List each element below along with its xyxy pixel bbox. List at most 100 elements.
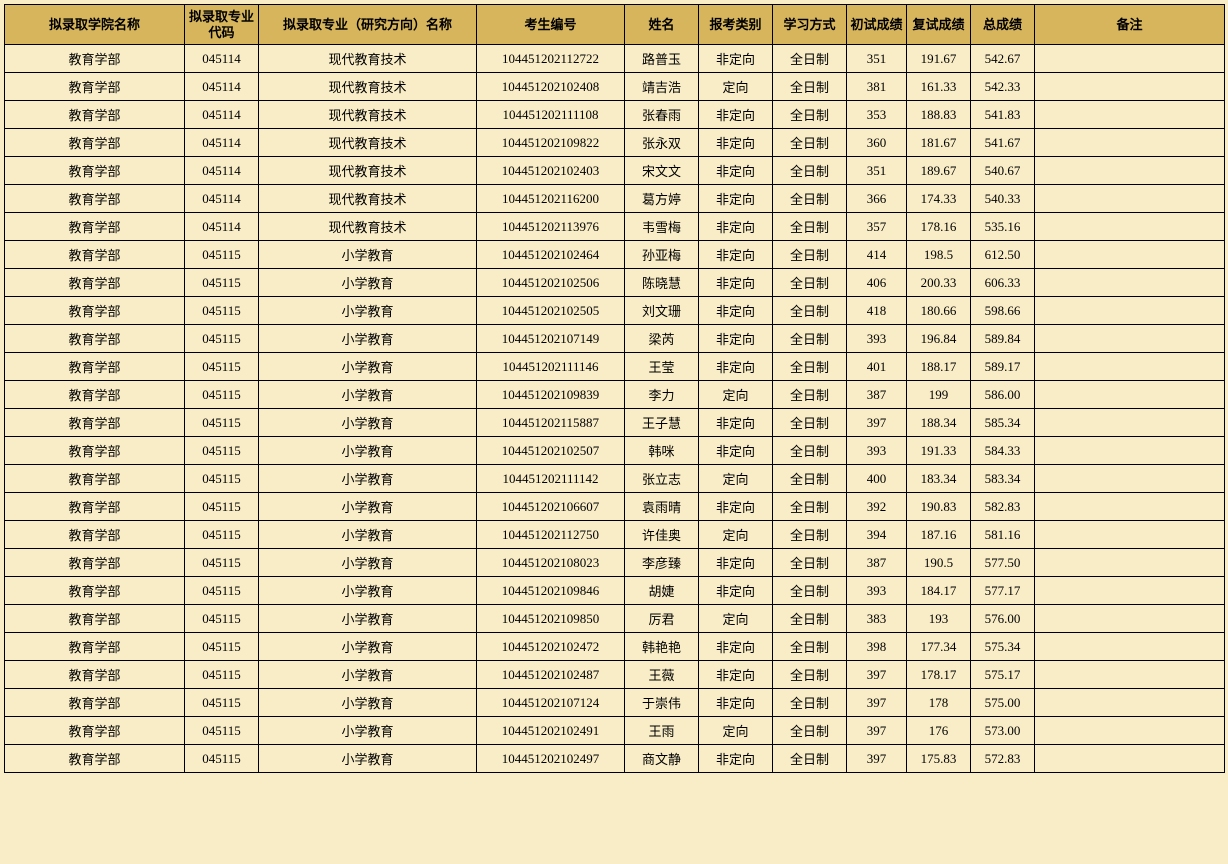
table-cell: 定向 bbox=[699, 717, 773, 745]
table-cell: 葛方婷 bbox=[625, 185, 699, 213]
table-cell: 184.17 bbox=[907, 577, 971, 605]
table-cell: 357 bbox=[847, 213, 907, 241]
table-cell: 全日制 bbox=[773, 269, 847, 297]
table-cell: 418 bbox=[847, 297, 907, 325]
table-cell: 180.66 bbox=[907, 297, 971, 325]
table-cell bbox=[1035, 101, 1225, 129]
table-row: 教育学部045115小学教育104451202102487王薇非定向全日制397… bbox=[5, 661, 1225, 689]
table-cell: 581.16 bbox=[971, 521, 1035, 549]
table-cell: 104451202109822 bbox=[477, 129, 625, 157]
table-cell bbox=[1035, 297, 1225, 325]
table-cell: 现代教育技术 bbox=[259, 157, 477, 185]
table-row: 教育学部045115小学教育104451202111146王莹非定向全日制401… bbox=[5, 353, 1225, 381]
table-cell: 教育学部 bbox=[5, 269, 185, 297]
table-cell: 193 bbox=[907, 605, 971, 633]
table-cell: 于崇伟 bbox=[625, 689, 699, 717]
table-row: 教育学部045115小学教育104451202112750许佳奥定向全日制394… bbox=[5, 521, 1225, 549]
table-cell: 045115 bbox=[185, 465, 259, 493]
table-cell: 全日制 bbox=[773, 745, 847, 773]
table-cell: 606.33 bbox=[971, 269, 1035, 297]
table-cell: 定向 bbox=[699, 73, 773, 101]
table-cell: 045115 bbox=[185, 717, 259, 745]
table-cell: 104451202111146 bbox=[477, 353, 625, 381]
table-cell: 全日制 bbox=[773, 129, 847, 157]
table-cell: 104451202102497 bbox=[477, 745, 625, 773]
table-cell: 教育学部 bbox=[5, 157, 185, 185]
table-cell: 厉君 bbox=[625, 605, 699, 633]
table-cell: 教育学部 bbox=[5, 325, 185, 353]
table-row: 教育学部045115小学教育104451202102506陈晓慧非定向全日制40… bbox=[5, 269, 1225, 297]
table-cell: 104451202102505 bbox=[477, 297, 625, 325]
table-cell: 174.33 bbox=[907, 185, 971, 213]
table-cell: 非定向 bbox=[699, 353, 773, 381]
table-cell: 全日制 bbox=[773, 213, 847, 241]
table-cell: 小学教育 bbox=[259, 381, 477, 409]
table-cell: 全日制 bbox=[773, 73, 847, 101]
table-cell: 定向 bbox=[699, 605, 773, 633]
table-cell: 199 bbox=[907, 381, 971, 409]
table-cell: 全日制 bbox=[773, 437, 847, 465]
table-cell: 045114 bbox=[185, 157, 259, 185]
table-cell: 全日制 bbox=[773, 45, 847, 73]
table-cell: 104451202115887 bbox=[477, 409, 625, 437]
table-cell: 045114 bbox=[185, 45, 259, 73]
table-cell: 教育学部 bbox=[5, 129, 185, 157]
table-cell: 575.17 bbox=[971, 661, 1035, 689]
table-cell bbox=[1035, 521, 1225, 549]
table-cell: 540.33 bbox=[971, 185, 1035, 213]
col-header-retest: 复试成绩 bbox=[907, 5, 971, 45]
table-cell: 非定向 bbox=[699, 157, 773, 185]
table-cell bbox=[1035, 241, 1225, 269]
col-header-name: 姓名 bbox=[625, 5, 699, 45]
table-cell: 非定向 bbox=[699, 661, 773, 689]
table-cell bbox=[1035, 605, 1225, 633]
table-cell: 393 bbox=[847, 437, 907, 465]
table-cell bbox=[1035, 633, 1225, 661]
table-cell: 045114 bbox=[185, 213, 259, 241]
table-cell: 045115 bbox=[185, 661, 259, 689]
table-cell: 非定向 bbox=[699, 325, 773, 353]
table-cell bbox=[1035, 717, 1225, 745]
table-cell: 189.67 bbox=[907, 157, 971, 185]
table-cell: 张永双 bbox=[625, 129, 699, 157]
table-cell: 现代教育技术 bbox=[259, 129, 477, 157]
table-cell: 045115 bbox=[185, 577, 259, 605]
table-cell bbox=[1035, 73, 1225, 101]
admission-table: 拟录取学院名称 拟录取专业代码 拟录取专业（研究方向）名称 考生编号 姓名 报考… bbox=[4, 4, 1225, 773]
table-cell: 小学教育 bbox=[259, 605, 477, 633]
table-cell: 定向 bbox=[699, 381, 773, 409]
table-cell: 393 bbox=[847, 325, 907, 353]
table-cell: 小学教育 bbox=[259, 409, 477, 437]
table-cell bbox=[1035, 409, 1225, 437]
table-cell: 靖吉浩 bbox=[625, 73, 699, 101]
table-cell: 小学教育 bbox=[259, 325, 477, 353]
table-cell: 178 bbox=[907, 689, 971, 717]
table-row: 教育学部045115小学教育104451202111142张立志定向全日制400… bbox=[5, 465, 1225, 493]
table-cell: 104451202116200 bbox=[477, 185, 625, 213]
table-cell: 全日制 bbox=[773, 577, 847, 605]
table-cell: 非定向 bbox=[699, 101, 773, 129]
table-cell: 187.16 bbox=[907, 521, 971, 549]
table-cell: 张春雨 bbox=[625, 101, 699, 129]
table-cell: 定向 bbox=[699, 465, 773, 493]
table-cell: 104451202107124 bbox=[477, 689, 625, 717]
table-cell: 104451202109850 bbox=[477, 605, 625, 633]
col-header-examno: 考生编号 bbox=[477, 5, 625, 45]
table-cell: 全日制 bbox=[773, 157, 847, 185]
table-cell: 387 bbox=[847, 381, 907, 409]
table-cell: 577.50 bbox=[971, 549, 1035, 577]
table-cell: 教育学部 bbox=[5, 73, 185, 101]
table-cell: 韩艳艳 bbox=[625, 633, 699, 661]
table-cell: 045114 bbox=[185, 101, 259, 129]
table-cell: 397 bbox=[847, 745, 907, 773]
table-cell: 045114 bbox=[185, 129, 259, 157]
table-row: 教育学部045114现代教育技术104451202116200葛方婷非定向全日制… bbox=[5, 185, 1225, 213]
table-cell: 104451202102487 bbox=[477, 661, 625, 689]
table-cell: 教育学部 bbox=[5, 577, 185, 605]
table-cell: 045115 bbox=[185, 605, 259, 633]
table-row: 教育学部045115小学教育104451202107124于崇伟非定向全日制39… bbox=[5, 689, 1225, 717]
table-cell: 全日制 bbox=[773, 241, 847, 269]
table-cell: 教育学部 bbox=[5, 45, 185, 73]
table-cell: 045115 bbox=[185, 381, 259, 409]
table-cell: 542.67 bbox=[971, 45, 1035, 73]
